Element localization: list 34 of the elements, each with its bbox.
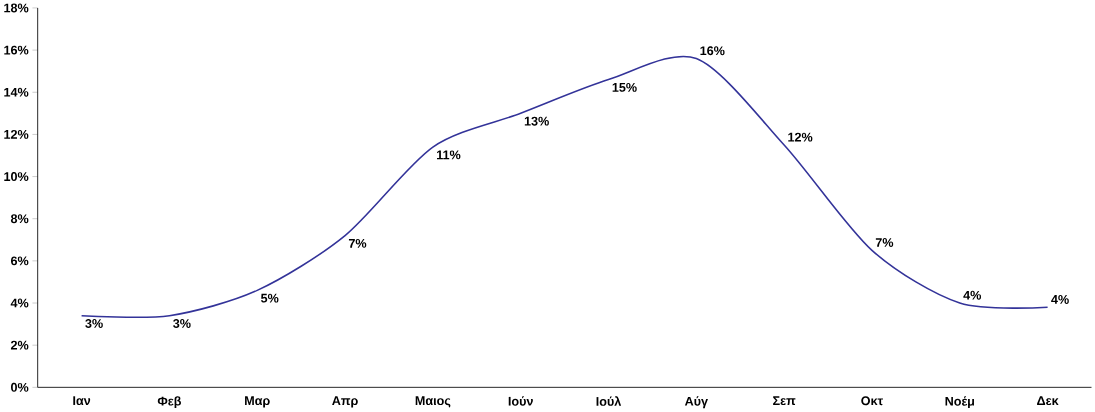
y-tick-label: 2%	[10, 340, 29, 350]
x-tick-label: Οκτ	[861, 396, 883, 406]
x-tick-label: Δεκ	[1037, 396, 1059, 406]
y-tick-label: 0%	[11, 383, 29, 392]
y-tick-label: 14%	[4, 87, 29, 97]
x-tick-label: Ιούν	[508, 396, 533, 406]
x-tick-label: Νοέμ	[945, 396, 975, 409]
x-tick-label: Απρ	[332, 396, 358, 408]
y-tick-label: 12%	[4, 130, 29, 140]
data-label: 3%	[173, 319, 191, 329]
data-label: 15%	[612, 83, 637, 93]
data-label: 7%	[875, 238, 894, 248]
y-tick-label: 10%	[4, 172, 29, 182]
x-tick-label: Μαρ	[245, 396, 270, 408]
data-label: 16%	[700, 46, 725, 56]
data-label: 7%	[348, 239, 367, 248]
data-label: 4%	[963, 290, 982, 300]
data-label: 11%	[437, 150, 461, 160]
x-tick-label: Φεβ	[157, 396, 181, 409]
y-tick-label: 6%	[10, 256, 29, 266]
x-tick-label: Σεπ	[773, 396, 796, 406]
y-tick-label: 18%	[4, 3, 29, 13]
data-label: 3%	[85, 319, 103, 329]
y-tick-label: 4%	[10, 298, 29, 308]
y-tick-label: 16%	[4, 45, 29, 55]
data-label: 5%	[260, 293, 279, 303]
y-tick-label: 8%	[10, 214, 29, 224]
data-label: 12%	[788, 132, 813, 142]
x-tick-label: Αύγ	[684, 396, 708, 409]
data-label: 13%	[524, 116, 549, 126]
x-tick-label: Ιούλ	[596, 396, 622, 407]
x-tick-label: Μαιος	[415, 396, 451, 408]
x-tick-label: Ιαν	[73, 396, 91, 406]
data-label: 4%	[1051, 295, 1069, 305]
